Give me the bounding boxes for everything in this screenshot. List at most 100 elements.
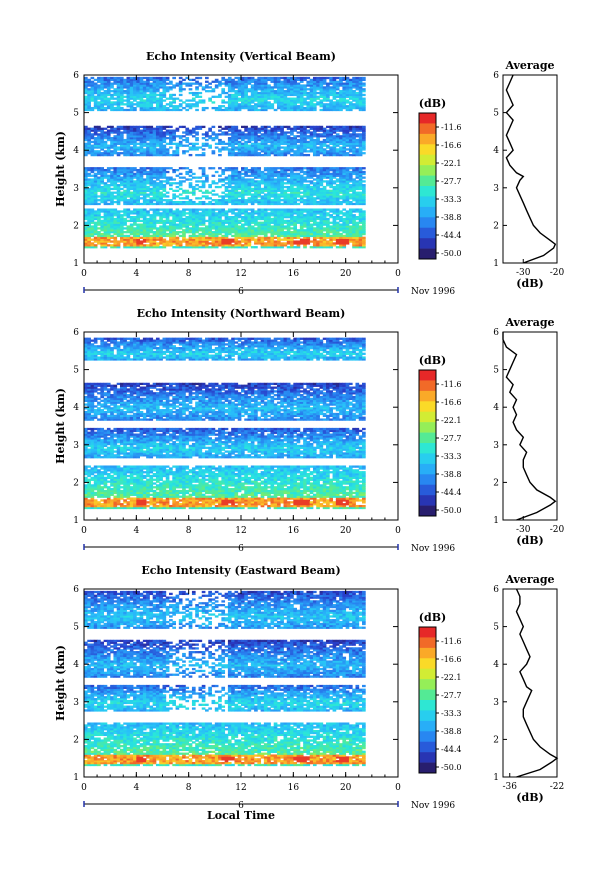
colorbar-unit: (dB) (419, 611, 446, 624)
panel-1: Echo Intensity (Vertical Beam)0 4 8 12 16 20 0… (54, 50, 565, 297)
x-tick-label: 16 (288, 783, 300, 793)
colorbar-swatch (419, 484, 436, 496)
colorbar-label: -38.8 (441, 727, 462, 736)
y-tick-label: 5 (73, 109, 79, 119)
colorbar-label: -11.6 (441, 380, 462, 389)
colorbar-swatch (419, 443, 436, 454)
colorbar-label: -44.4 (441, 231, 462, 240)
average-y-label: 6 (493, 71, 499, 81)
colorbar-swatch (419, 627, 436, 638)
panel-title: Echo Intensity (Northward Beam) (137, 307, 346, 320)
colorbar-label: -33.3 (441, 709, 462, 718)
colorbar-label: -50.0 (441, 763, 462, 772)
x-tick-label: 16 (288, 269, 300, 279)
heatmap-cells (84, 337, 366, 510)
x-tick-label: 8 (186, 269, 192, 279)
y-axis: 1 2 3 4 5 6 (73, 71, 398, 269)
average-frame (502, 588, 558, 778)
average-y-label: 6 (493, 328, 499, 338)
heatmap-cells (84, 76, 366, 249)
average-x-label: -20 (550, 268, 565, 278)
colorbar-swatch (419, 752, 436, 763)
colorbar-swatch (419, 227, 436, 239)
y-axis: 1 2 3 4 5 6 (73, 585, 398, 783)
average-xlabel: (dB) (516, 277, 543, 290)
average-frame (502, 74, 558, 264)
y-axis-label: Height (km) (54, 388, 67, 464)
average-x-label: -36 (503, 782, 518, 792)
colorbar-swatch (419, 123, 436, 135)
average-frame (502, 331, 558, 521)
y-tick-label: 5 (73, 366, 79, 376)
average-y-label: 2 (493, 221, 499, 231)
colorbar-swatch (419, 248, 436, 260)
average-y-label: 3 (493, 184, 499, 194)
colorbar-swatch (419, 422, 436, 433)
colorbar-swatch (419, 689, 436, 701)
colorbar-label: -16.6 (441, 141, 462, 150)
average-line (505, 74, 557, 264)
average-title: Average (504, 59, 554, 72)
average-profile: Average 1 2 3 4 5 6 -30 -20 (dB) (493, 316, 564, 547)
average-y-label: 5 (493, 623, 499, 633)
colorbar-swatch (419, 133, 436, 145)
average-y-label: 1 (493, 516, 499, 526)
panel-title: Echo Intensity (Eastward Beam) (141, 564, 340, 577)
colorbar-swatch (419, 206, 436, 218)
average-y-label: 5 (493, 366, 499, 376)
x-tick-label: 0 (81, 526, 87, 536)
x-tick-label: 12 (235, 269, 246, 279)
colorbar-unit: (dB) (419, 97, 446, 110)
colorbar-swatch (419, 710, 436, 722)
average-y-label: 3 (493, 441, 499, 451)
y-tick-label: 6 (73, 585, 79, 595)
day-bar: 6 Nov 1996 (83, 544, 455, 554)
colorbar-swatch (419, 113, 436, 124)
y-tick-label: 4 (73, 403, 79, 413)
y-tick-label: 5 (73, 623, 79, 633)
x-tick-label: 0 (81, 783, 87, 793)
colorbar-swatch (419, 474, 436, 486)
y-tick-label: 3 (73, 184, 79, 194)
x-tick-label: 20 (340, 526, 352, 536)
average-xlabel: (dB) (516, 791, 543, 804)
x-tick-label: 12 (235, 526, 246, 536)
date-label: Nov 1996 (411, 287, 455, 297)
colorbar-swatch (419, 217, 436, 229)
average-line (502, 332, 557, 521)
colorbar-unit: (dB) (419, 354, 446, 367)
y-tick-label: 1 (73, 773, 79, 783)
colorbar-swatch (419, 495, 436, 506)
panel-2: Echo Intensity (Northward Beam)0 4 8 12 16 20… (54, 307, 565, 554)
colorbar-swatch (419, 731, 436, 743)
average-y-label: 6 (493, 585, 499, 595)
colorbar-swatch (419, 741, 436, 753)
x-tick-label: 4 (133, 526, 139, 536)
average-y-label: 2 (493, 735, 499, 745)
y-tick-label: 4 (73, 146, 79, 156)
x-tick-label: 0 (395, 269, 401, 279)
colorbar-label: -38.8 (441, 213, 462, 222)
average-y-label: 5 (493, 109, 499, 119)
colorbar-label: -27.7 (441, 434, 462, 443)
x-tick-label: 0 (395, 783, 401, 793)
colorbar-swatch (419, 411, 436, 423)
colorbar: (dB) -11.6 -16.6 -22.1 -27.7 -33.3 -38.8 -44.4 -… (418, 354, 462, 517)
colorbar-frame (418, 626, 437, 774)
colorbar-swatch (419, 144, 436, 156)
y-tick-label: 6 (73, 328, 79, 338)
colorbar-swatch (419, 186, 436, 197)
average-line (515, 588, 559, 778)
average-xlabel: (dB) (516, 534, 543, 547)
day-label: 6 (238, 801, 244, 811)
colorbar-swatch (419, 762, 436, 774)
date-label: Nov 1996 (411, 801, 455, 811)
average-title: Average (504, 316, 554, 329)
colorbar-swatch (419, 700, 436, 711)
colorbar-swatch (419, 505, 436, 517)
average-x-label: -30 (516, 268, 531, 278)
x-tick-label: 12 (235, 783, 246, 793)
colorbar-swatch (419, 679, 436, 690)
average-y-label: 4 (493, 146, 499, 156)
